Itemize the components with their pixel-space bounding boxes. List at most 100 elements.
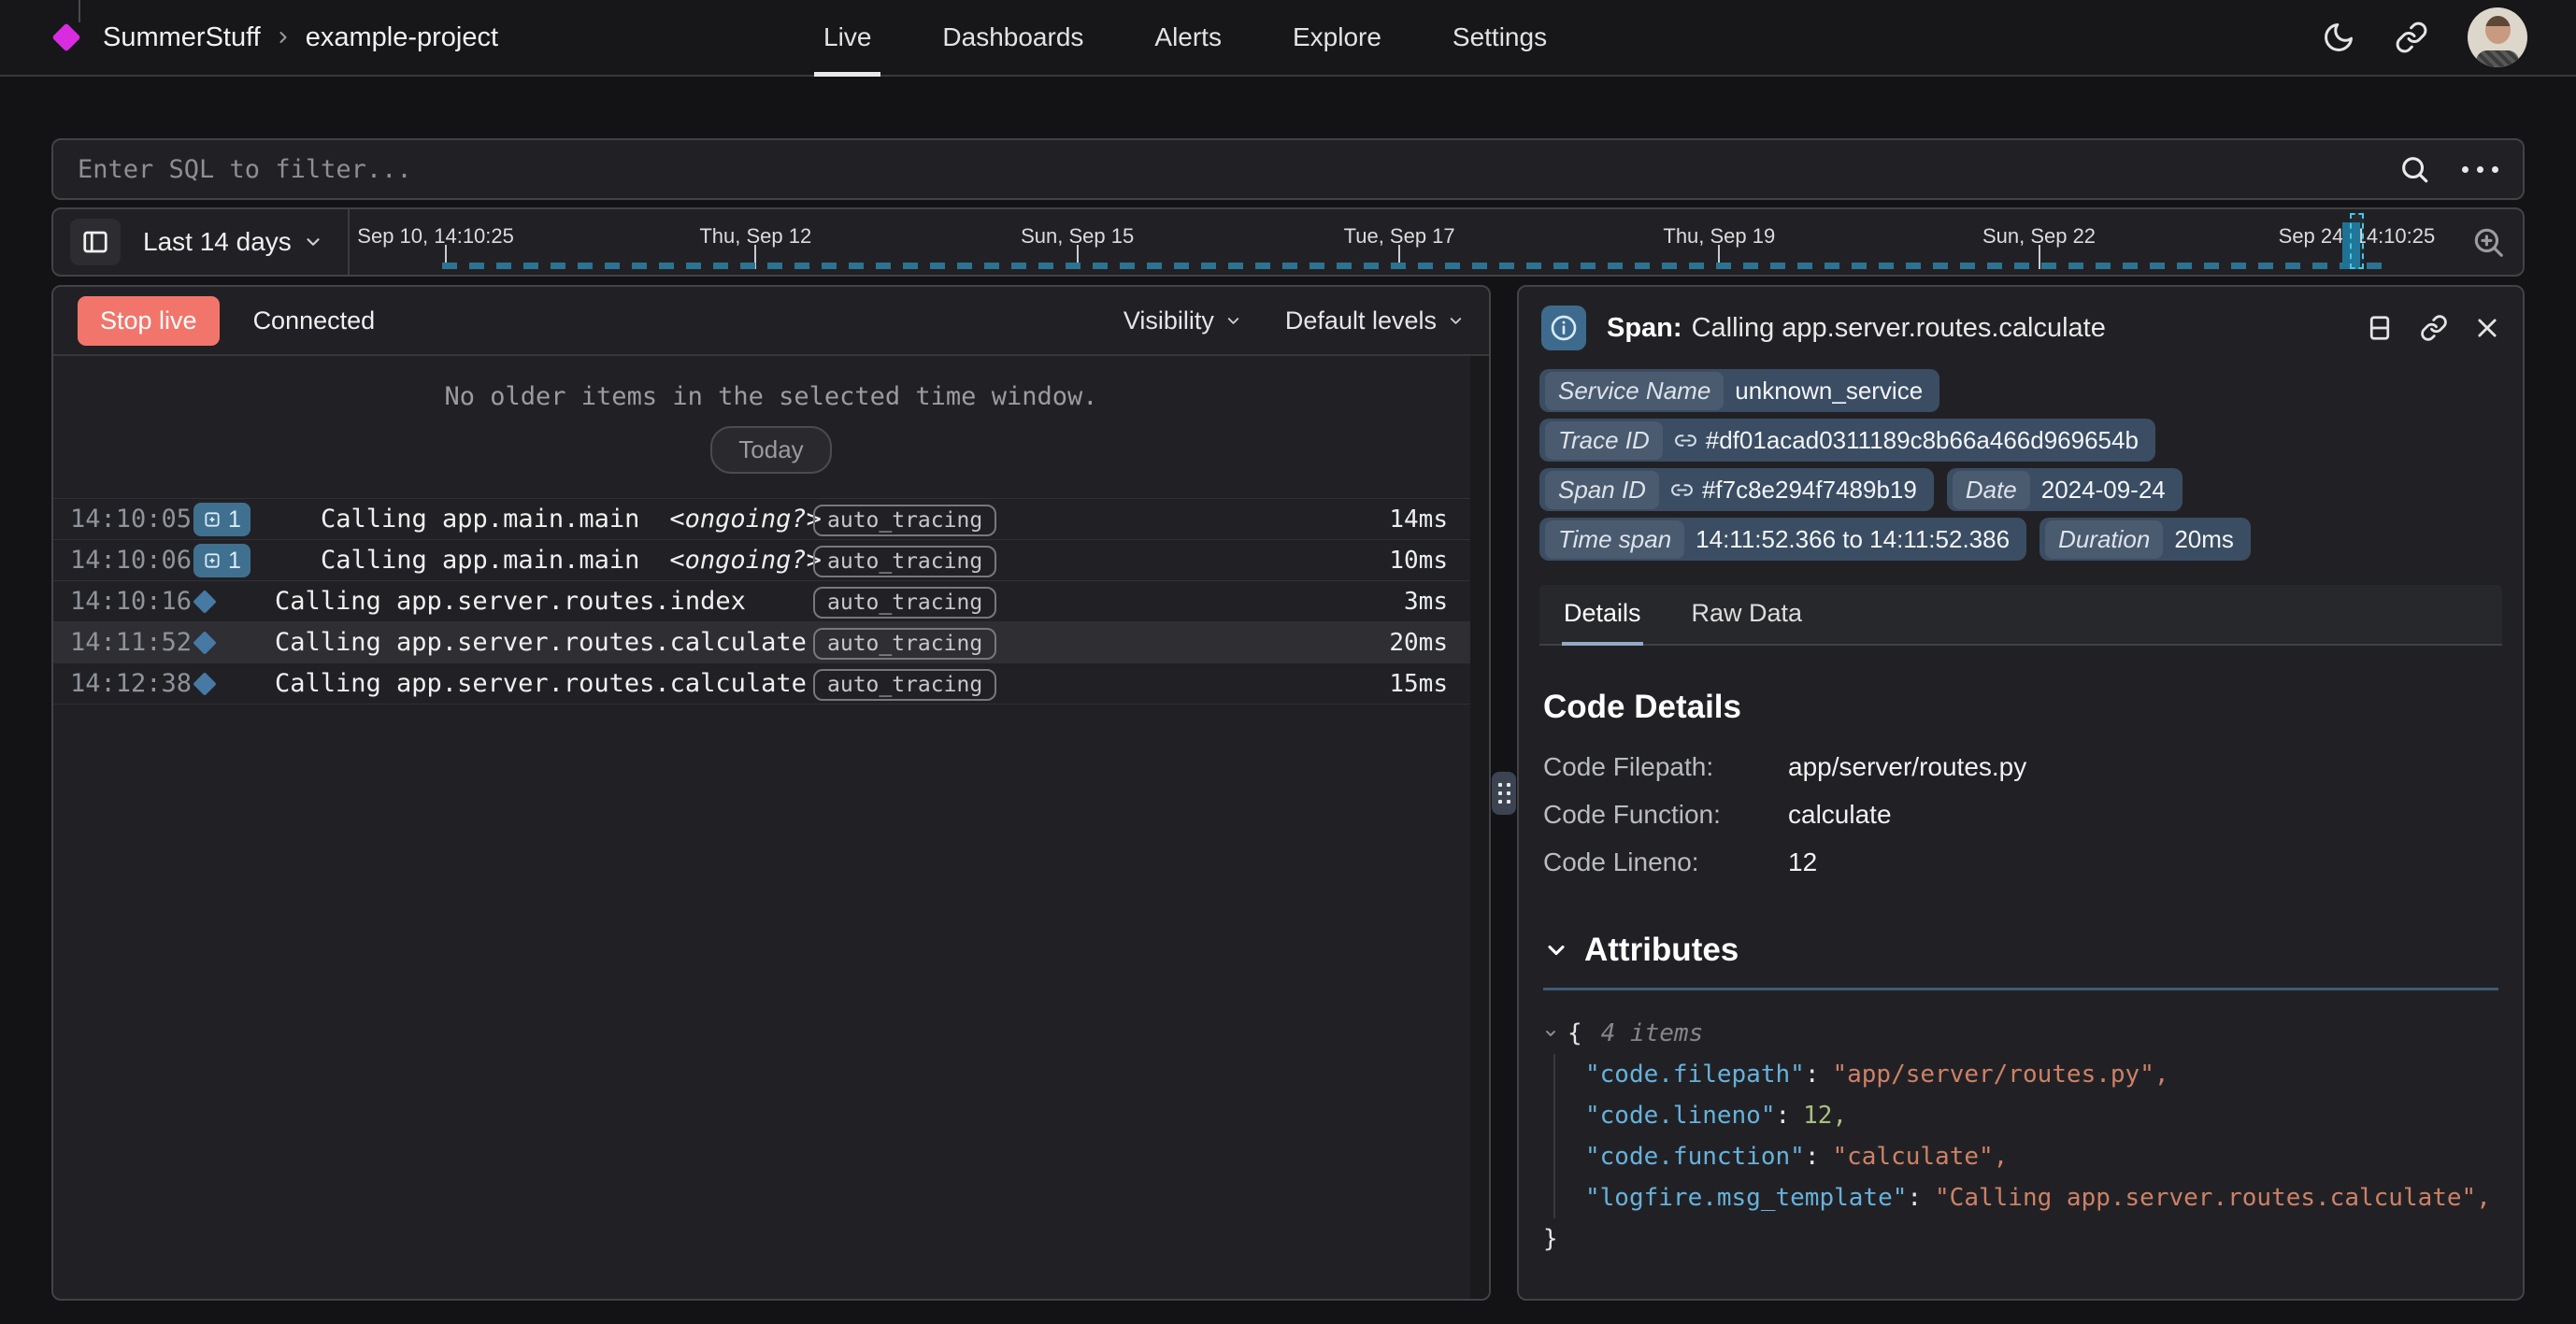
primary-nav: Live Dashboards Alerts Explore Settings — [788, 0, 1582, 77]
copy-link-icon[interactable] — [2420, 314, 2448, 342]
code-details-heading: Code Details — [1543, 689, 1741, 725]
span-id-pill[interactable]: Span ID #f7c8e294f7489b19 — [1539, 468, 1934, 511]
timeline-tick-label: Thu, Sep 19 — [1663, 224, 1776, 248]
json-collapse-icon[interactable] — [1543, 1026, 1558, 1041]
dock-panel-icon[interactable] — [2366, 314, 2394, 342]
chevron-down-icon — [307, 238, 320, 246]
nav-tab-live[interactable]: Live — [788, 0, 907, 77]
timeline-tick-mark — [1718, 245, 1721, 269]
tab-raw-data[interactable]: Raw Data — [1691, 599, 1803, 627]
nav-actions — [2322, 7, 2527, 67]
chevron-down-icon — [1227, 317, 1239, 324]
code-lineno-label: Code Lineno: — [1543, 847, 1699, 876]
live-feed-body: No older items in the selected time wind… — [53, 356, 1489, 1299]
pill-label: Trace ID — [1545, 420, 1663, 460]
log-row-selected[interactable]: 14:11:52 Calling app.server.routes.calcu… — [53, 621, 1489, 662]
expand-children-badge[interactable]: 1 — [193, 503, 250, 536]
close-icon[interactable] — [2474, 315, 2500, 341]
pill-label: Time span — [1545, 520, 1685, 559]
live-feed-panel: Stop live Connected Visibility Default l… — [51, 285, 1491, 1301]
dark-mode-moon-icon[interactable] — [2322, 21, 2355, 54]
log-row[interactable]: 14:10:05 1 Calling app.main.main <ongoing… — [53, 498, 1489, 539]
details-tabs: Details Raw Data — [1539, 585, 2502, 646]
attributes-collapse-header[interactable]: Attributes — [1543, 932, 2498, 969]
timeline-current-window-cursor[interactable] — [2350, 213, 2365, 269]
duration-bar-zone — [949, 592, 1472, 611]
duration-value: 15ms — [1389, 670, 1448, 698]
log-timestamp: 14:10:05 — [70, 505, 193, 534]
nav-tab-explore[interactable]: Explore — [1292, 22, 1381, 51]
pill-label: Duration — [2045, 520, 2164, 559]
timeline-tick-label: Sun, Sep 22 — [1982, 224, 2097, 248]
time-range-dropdown[interactable]: Last 14 days — [143, 227, 323, 257]
breadcrumb-project[interactable]: example-project — [305, 21, 499, 52]
panel-resize-handle[interactable] — [1492, 771, 1516, 815]
span-details-header: Span: Calling app.server.routes.calculate — [1539, 287, 2502, 365]
tag-pill[interactable]: auto_tracing — [813, 669, 997, 701]
chevron-right-icon — [274, 28, 293, 47]
tag-pill[interactable]: auto_tracing — [813, 628, 997, 660]
user-avatar[interactable] — [2468, 7, 2527, 67]
duration-value: 10ms — [1389, 547, 1448, 575]
timeline-activity-dashes — [441, 263, 2383, 269]
json-entry: "code.filepath": "app/server/routes.py", — [1585, 1061, 2169, 1089]
connection-status: Connected — [252, 306, 376, 335]
trace-id-value: #df01acad0311189c8b66a466d969654b — [1705, 425, 2139, 454]
tag-pill[interactable]: auto_tracing — [813, 505, 997, 536]
expand-children-badge[interactable]: 1 — [193, 544, 250, 577]
share-link-icon[interactable] — [2395, 21, 2428, 54]
json-items-count: 4 items — [1600, 1019, 1704, 1047]
log-message: Calling app.server.routes.calculate — [275, 669, 807, 698]
visibility-dropdown[interactable]: Visibility — [1123, 306, 1242, 335]
breadcrumb-org[interactable]: SummerStuff — [103, 21, 261, 52]
duration-value: 14ms — [1389, 505, 1448, 534]
logfire-logo-icon[interactable] — [51, 22, 81, 52]
timeline-histogram[interactable]: Sep 10, 14:10:25 Thu, Sep 12 Sun, Sep 15… — [350, 209, 2454, 275]
timeline-bar: Last 14 days Sep 10, 14:10:25 Thu, Sep 1… — [51, 207, 2525, 277]
timeline-tick-mark — [2038, 245, 2040, 269]
search-icon[interactable] — [2398, 153, 2430, 185]
pill-value: unknown_service — [1735, 376, 1924, 405]
divider — [347, 209, 350, 275]
main-content: Stop live Connected Visibility Default l… — [51, 285, 2525, 1301]
stop-live-button[interactable]: Stop live — [78, 295, 220, 346]
visibility-label: Visibility — [1123, 306, 1214, 335]
logo-hanging-line — [79, 0, 80, 22]
log-timestamp: 14:11:52 — [70, 628, 193, 657]
log-row[interactable]: 14:10:06 1 Calling app.main.main <ongoing… — [53, 539, 1489, 580]
link-icon — [1674, 434, 1696, 447]
code-filepath-value: app/server/routes.py — [1788, 752, 2027, 781]
log-row[interactable]: 14:10:16 Calling app.server.routes.index… — [53, 580, 1489, 621]
timeline-tick-mark — [1398, 245, 1401, 269]
service-name-pill: Service Name unknown_service — [1539, 369, 1940, 412]
child-count: 1 — [228, 505, 241, 533]
timeline-tick-label: Thu, Sep 12 — [699, 224, 812, 248]
log-timestamp: 14:10:16 — [70, 587, 193, 616]
today-button[interactable]: Today — [710, 426, 832, 474]
log-message: Calling app.server.routes.calculate — [275, 628, 807, 657]
default-levels-dropdown[interactable]: Default levels — [1285, 306, 1465, 335]
nav-tab-dashboards[interactable]: Dashboards — [942, 22, 1084, 51]
timeline-tick-label: Sun, Sep 15 — [1021, 224, 1135, 248]
sidebar-toggle-icon[interactable] — [70, 219, 121, 265]
span-meta-pills: Service Name unknown_service Trace ID #d… — [1539, 369, 2502, 561]
span-diamond-icon — [193, 672, 217, 696]
scrollbar-track[interactable] — [1470, 356, 1489, 1299]
log-row[interactable]: 14:12:38 Calling app.server.routes.calcu… — [53, 662, 1489, 704]
timeline-tick-label: Tue, Sep 17 — [1343, 224, 1455, 248]
live-feed-header: Stop live Connected Visibility Default l… — [53, 287, 1489, 356]
log-rows: 14:10:05 1 Calling app.main.main <ongoing… — [53, 498, 1489, 705]
tab-details[interactable]: Details — [1562, 585, 1643, 646]
chevron-down-icon — [1450, 317, 1462, 324]
tag-pill[interactable]: auto_tracing — [813, 546, 997, 577]
more-options-icon[interactable] — [2462, 165, 2498, 173]
pill-label: Date — [1952, 470, 2030, 509]
zoom-in-icon[interactable] — [2470, 224, 2506, 260]
nav-tab-alerts[interactable]: Alerts — [1154, 22, 1222, 51]
trace-id-pill[interactable]: Trace ID #df01acad0311189c8b66a466d96965… — [1539, 419, 2155, 462]
sql-filter-input[interactable] — [78, 154, 2398, 184]
tag-pill[interactable]: auto_tracing — [813, 587, 997, 619]
json-close-brace: } — [1543, 1225, 1558, 1253]
json-entry: "code.lineno": 12, — [1585, 1102, 1848, 1130]
nav-tab-settings[interactable]: Settings — [1452, 22, 1548, 51]
